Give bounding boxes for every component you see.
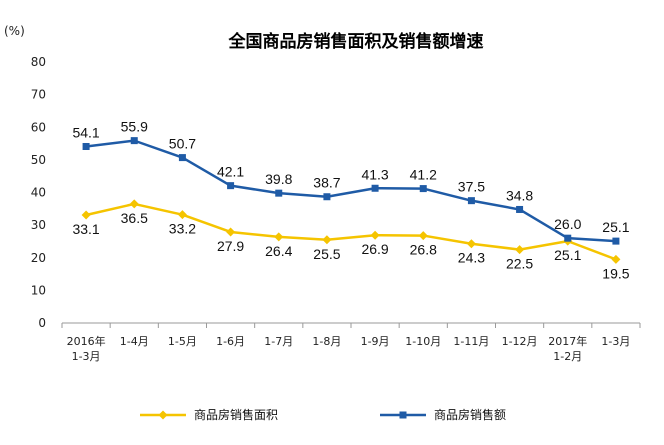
data-label: 22.5 bbox=[506, 256, 533, 272]
data-point-marker bbox=[564, 234, 572, 242]
x-tick-label: 1-4月 bbox=[120, 335, 149, 348]
y-tick-label: 20 bbox=[31, 251, 46, 265]
data-point-marker bbox=[611, 254, 621, 264]
data-label: 50.7 bbox=[169, 136, 196, 152]
data-label: 25.1 bbox=[554, 247, 581, 263]
data-label: 25.5 bbox=[313, 246, 340, 262]
series-line bbox=[85, 202, 617, 261]
data-point-marker bbox=[81, 210, 91, 220]
data-point-marker bbox=[322, 235, 332, 245]
x-tick-label: 1-12月 bbox=[502, 335, 538, 348]
x-tick-label: 1-8月 bbox=[312, 335, 341, 348]
x-tick-label: 2016年 bbox=[67, 334, 106, 348]
x-tick-label: 1-5月 bbox=[168, 335, 197, 348]
data-label: 54.1 bbox=[72, 124, 99, 140]
legend-item: 商品房销售面积 bbox=[140, 407, 278, 422]
x-tick-label: 1-6月 bbox=[216, 335, 245, 348]
data-point-marker bbox=[612, 237, 620, 245]
legend-label: 商品房销售额 bbox=[434, 407, 506, 422]
data-point-marker bbox=[177, 210, 187, 220]
data-label: 27.9 bbox=[217, 238, 244, 254]
data-point-marker bbox=[466, 239, 476, 249]
data-point-marker bbox=[419, 185, 427, 193]
data-label: 55.9 bbox=[121, 119, 148, 135]
x-tick-label: 1-11月 bbox=[453, 335, 489, 348]
series-line bbox=[85, 139, 616, 243]
data-point-marker bbox=[178, 154, 186, 162]
data-point-marker bbox=[418, 231, 428, 241]
data-label: 38.7 bbox=[313, 175, 340, 191]
data-point-marker bbox=[516, 205, 524, 213]
y-tick-label: 80 bbox=[31, 55, 46, 69]
data-point-marker bbox=[130, 137, 138, 145]
legend: 商品房销售面积 商品房销售额 bbox=[140, 407, 506, 422]
legend-item: 商品房销售额 bbox=[380, 407, 506, 422]
data-point-marker bbox=[226, 227, 236, 237]
data-label: 26.8 bbox=[410, 242, 437, 258]
x-tick-label: 1-3月 bbox=[72, 350, 101, 363]
y-tick-label: 60 bbox=[31, 120, 46, 134]
x-tick-label: 2017年 bbox=[548, 334, 587, 348]
data-label: 26.9 bbox=[361, 241, 388, 257]
y-tick-label: 50 bbox=[31, 153, 46, 167]
data-point-marker bbox=[370, 230, 380, 240]
x-tick-label: 1-2月 bbox=[553, 350, 582, 363]
series-lines bbox=[81, 137, 621, 264]
data-point-marker bbox=[467, 197, 475, 205]
data-point-marker bbox=[371, 184, 379, 192]
data-point-marker bbox=[323, 193, 331, 201]
chart-title: 全国商品房销售面积及销售额增速 bbox=[228, 31, 484, 52]
legend-marker bbox=[399, 411, 407, 419]
data-label: 37.5 bbox=[458, 179, 485, 195]
data-label: 33.2 bbox=[169, 221, 196, 237]
y-tick-label: 0 bbox=[38, 316, 46, 330]
y-tick-label: 10 bbox=[31, 283, 46, 297]
data-point-marker bbox=[275, 189, 283, 197]
data-label: 34.8 bbox=[506, 187, 533, 203]
data-point-marker bbox=[515, 245, 525, 255]
data-label: 19.5 bbox=[602, 265, 629, 281]
x-tick-label: 1-9月 bbox=[361, 335, 390, 348]
legend-marker bbox=[158, 410, 168, 420]
x-tick-label: 1-7月 bbox=[264, 335, 293, 348]
x-tick-label: 1-3月 bbox=[601, 335, 630, 348]
data-label: 26.4 bbox=[265, 243, 292, 259]
y-tick-label: 70 bbox=[31, 88, 46, 102]
data-point-marker bbox=[274, 232, 284, 242]
x-tick-label: 1-10月 bbox=[405, 335, 441, 348]
series-sales-area bbox=[81, 199, 621, 264]
y-tick-label: 30 bbox=[31, 218, 46, 232]
y-axis: 0 10 20 30 40 50 60 70 80 bbox=[31, 55, 46, 330]
data-labels: 33.1 36.5 33.2 27.9 26.4 25.5 26.9 26.8 24.3 22.5… bbox=[72, 119, 629, 282]
data-label: 25.1 bbox=[602, 219, 629, 235]
data-label: 26.0 bbox=[554, 216, 581, 232]
data-point-marker bbox=[227, 182, 235, 190]
y-tick-label: 40 bbox=[31, 186, 46, 200]
x-axis: 2016年 1-3月 1-4月 1-5月 1-6月 1-7月 1-8月 1-9月 1-10月 1-… bbox=[61, 322, 641, 363]
data-point-marker bbox=[82, 142, 90, 150]
legend-label: 商品房销售面积 bbox=[194, 407, 278, 422]
data-label: 24.3 bbox=[458, 250, 485, 266]
series-sales-amount bbox=[82, 137, 620, 245]
data-label: 33.1 bbox=[72, 221, 99, 237]
y-axis-unit-label: (%) bbox=[4, 24, 25, 38]
data-label: 39.8 bbox=[265, 171, 292, 187]
data-label: 42.1 bbox=[217, 164, 244, 180]
data-label: 41.2 bbox=[410, 167, 437, 183]
data-label: 41.3 bbox=[361, 166, 388, 182]
data-label: 36.5 bbox=[121, 210, 148, 226]
data-point-marker bbox=[129, 199, 139, 209]
